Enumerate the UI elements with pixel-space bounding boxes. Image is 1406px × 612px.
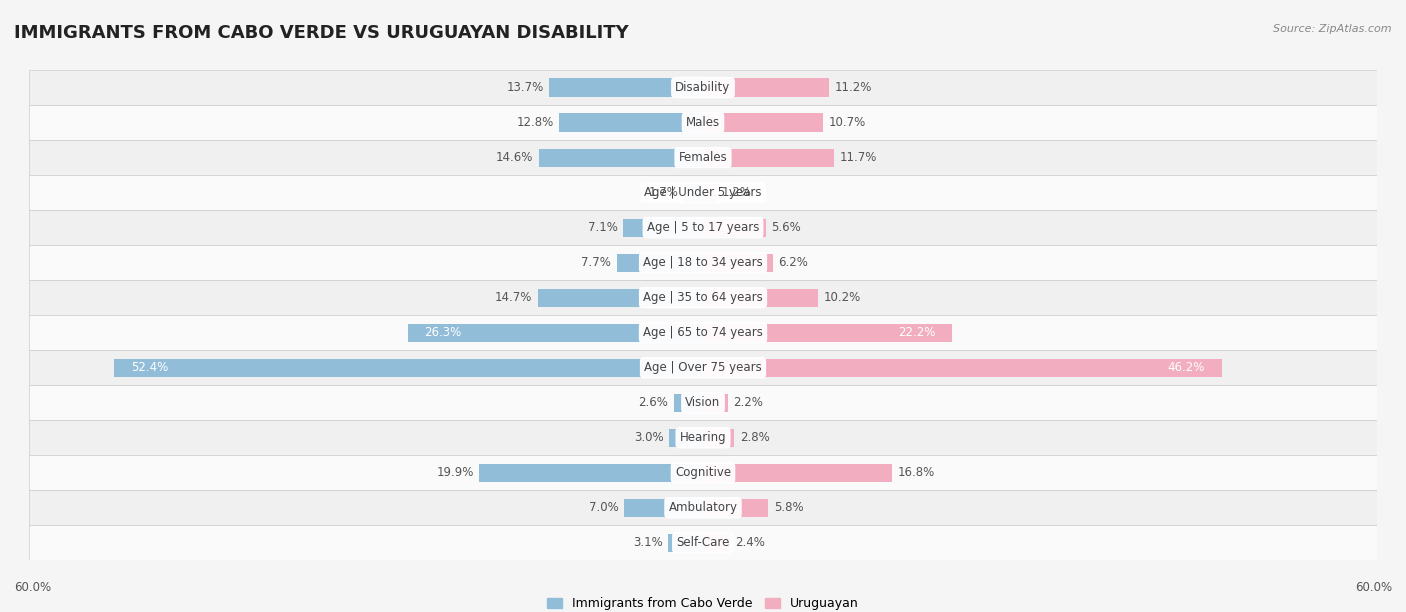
- Bar: [30, 315, 1376, 350]
- Text: 7.1%: 7.1%: [588, 221, 617, 234]
- Text: Age | 5 to 17 years: Age | 5 to 17 years: [647, 221, 759, 234]
- Bar: [683, 184, 703, 202]
- Text: 14.7%: 14.7%: [495, 291, 533, 304]
- Bar: [703, 394, 728, 412]
- Bar: [30, 245, 1376, 280]
- Text: 6.2%: 6.2%: [779, 256, 808, 269]
- Bar: [703, 289, 817, 307]
- Text: Ambulatory: Ambulatory: [668, 501, 738, 514]
- Bar: [668, 534, 703, 552]
- Bar: [623, 218, 703, 237]
- Text: 3.1%: 3.1%: [633, 536, 662, 550]
- Bar: [30, 175, 1376, 210]
- Bar: [703, 149, 834, 166]
- Bar: [673, 394, 703, 412]
- Bar: [538, 149, 703, 166]
- Text: Age | 18 to 34 years: Age | 18 to 34 years: [643, 256, 763, 269]
- Bar: [703, 499, 768, 517]
- Bar: [114, 359, 703, 377]
- Text: 7.0%: 7.0%: [589, 501, 619, 514]
- Bar: [703, 218, 766, 237]
- Text: Males: Males: [686, 116, 720, 129]
- Bar: [30, 210, 1376, 245]
- Text: 2.4%: 2.4%: [735, 536, 765, 550]
- Text: 13.7%: 13.7%: [506, 81, 544, 94]
- Bar: [30, 420, 1376, 455]
- Text: 1.7%: 1.7%: [648, 186, 678, 199]
- Text: 10.2%: 10.2%: [823, 291, 860, 304]
- Text: 3.0%: 3.0%: [634, 431, 664, 444]
- Bar: [30, 105, 1376, 140]
- Bar: [408, 324, 703, 341]
- Bar: [30, 455, 1376, 490]
- Text: 19.9%: 19.9%: [436, 466, 474, 479]
- Text: 60.0%: 60.0%: [1355, 581, 1392, 594]
- Bar: [479, 464, 703, 482]
- Text: Age | 65 to 74 years: Age | 65 to 74 years: [643, 326, 763, 339]
- Bar: [30, 490, 1376, 525]
- Bar: [30, 385, 1376, 420]
- Bar: [538, 289, 703, 307]
- Text: Hearing: Hearing: [679, 431, 727, 444]
- Bar: [703, 324, 952, 341]
- Text: 46.2%: 46.2%: [1168, 361, 1205, 374]
- Bar: [550, 78, 703, 97]
- Text: 22.2%: 22.2%: [898, 326, 935, 339]
- Bar: [624, 499, 703, 517]
- Text: Source: ZipAtlas.com: Source: ZipAtlas.com: [1274, 24, 1392, 34]
- Text: Vision: Vision: [685, 396, 721, 409]
- Bar: [669, 428, 703, 447]
- Text: 2.8%: 2.8%: [740, 431, 770, 444]
- Text: Disability: Disability: [675, 81, 731, 94]
- Text: Cognitive: Cognitive: [675, 466, 731, 479]
- Bar: [30, 350, 1376, 385]
- Text: 2.6%: 2.6%: [638, 396, 668, 409]
- Bar: [616, 253, 703, 272]
- Text: 52.4%: 52.4%: [131, 361, 169, 374]
- Bar: [703, 184, 717, 202]
- Bar: [560, 113, 703, 132]
- Text: 60.0%: 60.0%: [14, 581, 51, 594]
- Legend: Immigrants from Cabo Verde, Uruguayan: Immigrants from Cabo Verde, Uruguayan: [547, 597, 859, 610]
- Text: 1.2%: 1.2%: [723, 186, 752, 199]
- Text: 11.7%: 11.7%: [839, 151, 877, 164]
- Bar: [30, 70, 1376, 105]
- Text: Age | Over 75 years: Age | Over 75 years: [644, 361, 762, 374]
- Text: Age | Under 5 years: Age | Under 5 years: [644, 186, 762, 199]
- Bar: [30, 280, 1376, 315]
- Text: IMMIGRANTS FROM CABO VERDE VS URUGUAYAN DISABILITY: IMMIGRANTS FROM CABO VERDE VS URUGUAYAN …: [14, 24, 628, 42]
- Bar: [703, 534, 730, 552]
- Text: 26.3%: 26.3%: [425, 326, 461, 339]
- Text: 16.8%: 16.8%: [897, 466, 935, 479]
- Text: 5.6%: 5.6%: [772, 221, 801, 234]
- Text: 11.2%: 11.2%: [834, 81, 872, 94]
- Text: 12.8%: 12.8%: [516, 116, 554, 129]
- Bar: [30, 140, 1376, 175]
- Text: Age | 35 to 64 years: Age | 35 to 64 years: [643, 291, 763, 304]
- Text: 10.7%: 10.7%: [828, 116, 866, 129]
- Text: Self-Care: Self-Care: [676, 536, 730, 550]
- Text: 2.2%: 2.2%: [734, 396, 763, 409]
- Bar: [703, 359, 1222, 377]
- Bar: [703, 253, 773, 272]
- Bar: [30, 525, 1376, 560]
- Text: 5.8%: 5.8%: [773, 501, 803, 514]
- Bar: [703, 464, 891, 482]
- Bar: [703, 113, 823, 132]
- Text: Females: Females: [679, 151, 727, 164]
- Bar: [703, 428, 734, 447]
- Text: 14.6%: 14.6%: [496, 151, 533, 164]
- Text: 7.7%: 7.7%: [581, 256, 610, 269]
- Bar: [703, 78, 828, 97]
